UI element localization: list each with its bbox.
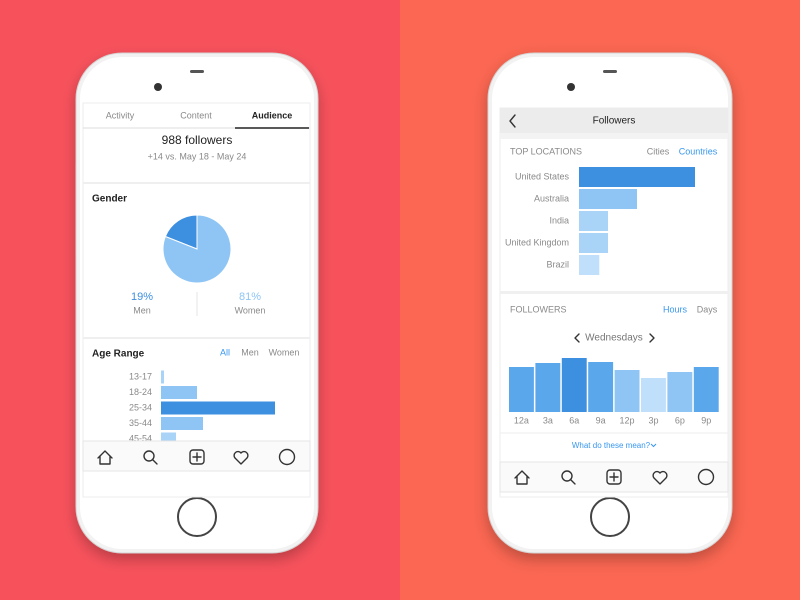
bar (588, 362, 614, 412)
bar (579, 233, 608, 253)
bar (161, 401, 275, 415)
bar-label: 35-44 (129, 418, 152, 428)
x-tick-label: 12p (620, 415, 635, 425)
filter[interactable]: Cities (647, 146, 670, 156)
bar-label: Australia (534, 193, 569, 203)
bar (161, 386, 197, 399)
profile-icon[interactable] (697, 468, 715, 486)
followers-count: 988 followers (162, 133, 233, 147)
next-day[interactable] (649, 333, 655, 343)
tab[interactable]: Content (180, 110, 212, 120)
bar (161, 417, 203, 430)
x-tick-label: 6p (675, 415, 685, 425)
home-icon[interactable] (97, 450, 113, 465)
hours-chart: 12a 3a 6a 9a 12p 3p 6p 9p (509, 358, 719, 425)
bar (535, 363, 561, 412)
bar (161, 370, 164, 384)
bar-label: 25-34 (129, 402, 152, 412)
bar (579, 167, 695, 187)
section-title: Age Range (92, 349, 145, 360)
home-icon[interactable] (514, 470, 530, 485)
section-title: Gender (92, 194, 127, 205)
filter[interactable]: Women (269, 347, 300, 357)
bar (641, 378, 666, 412)
filter[interactable]: All (220, 347, 230, 357)
bar (693, 367, 719, 412)
prev-day[interactable] (574, 333, 580, 343)
bar-label: United Kingdom (505, 237, 569, 247)
value-label: 81% (239, 291, 261, 303)
bar (579, 255, 600, 275)
filter[interactable]: Days (697, 304, 718, 314)
tab[interactable]: Activity (106, 110, 135, 120)
bar (561, 358, 587, 412)
x-tick-label: 9p (701, 415, 711, 425)
tab-bar (97, 448, 296, 466)
tab-bar (514, 468, 715, 486)
heart-icon[interactable] (652, 470, 668, 485)
tab-active[interactable]: Audience (252, 110, 293, 120)
x-tick-label: 3a (543, 415, 553, 425)
bar-label: 18-24 (129, 387, 152, 397)
bar (509, 367, 534, 412)
help-chevron (650, 443, 657, 448)
add-icon[interactable] (606, 469, 622, 485)
bar-label: Brazil (546, 259, 569, 269)
bar (579, 189, 637, 209)
screen-title: Followers (593, 116, 636, 127)
heart-icon[interactable] (233, 450, 249, 465)
search-icon[interactable] (561, 470, 576, 485)
legend-label: Men (133, 305, 151, 315)
bar (614, 370, 640, 412)
pie-slice (164, 214, 198, 250)
bar-label: 45-54 (129, 433, 152, 443)
profile-icon[interactable] (278, 448, 296, 466)
phone-right: Followers TOP LOCATIONS Cities Countries… (487, 52, 733, 554)
back-button[interactable] (509, 114, 516, 128)
bar-label: United States (515, 171, 570, 181)
bar (161, 432, 176, 441)
value-label: 19% (131, 291, 153, 303)
x-tick-label: 3p (648, 415, 658, 425)
x-tick-label: 12a (514, 415, 529, 425)
pie-slice (162, 214, 232, 284)
filter[interactable]: Countries (679, 146, 718, 156)
x-tick-label: 9a (596, 415, 606, 425)
add-icon[interactable] (189, 449, 205, 465)
phone-left: Activity Content Audience 988 followers … (75, 52, 319, 554)
followers-change: +14 vs. May 18 - May 24 (148, 151, 247, 161)
locations-chart: United States Australia India United Kingdo… (505, 167, 695, 275)
bar (667, 372, 693, 412)
filter[interactable]: Hours (663, 304, 688, 314)
bar (579, 211, 608, 231)
bar-label: India (549, 215, 569, 225)
legend-label: Women (235, 305, 266, 315)
day-label: Wednesdays (585, 333, 643, 344)
bar-label: 13-17 (129, 371, 152, 381)
x-tick-label: 6a (569, 415, 579, 425)
search-icon[interactable] (143, 450, 158, 465)
section-title: FOLLOWERS (510, 304, 567, 314)
help-link[interactable]: What do these mean? (572, 441, 651, 450)
age-chart: 13-17 18-24 25-34 35-44 45-54 (129, 370, 275, 443)
filter[interactable]: Men (241, 347, 259, 357)
section-title: TOP LOCATIONS (510, 146, 582, 156)
